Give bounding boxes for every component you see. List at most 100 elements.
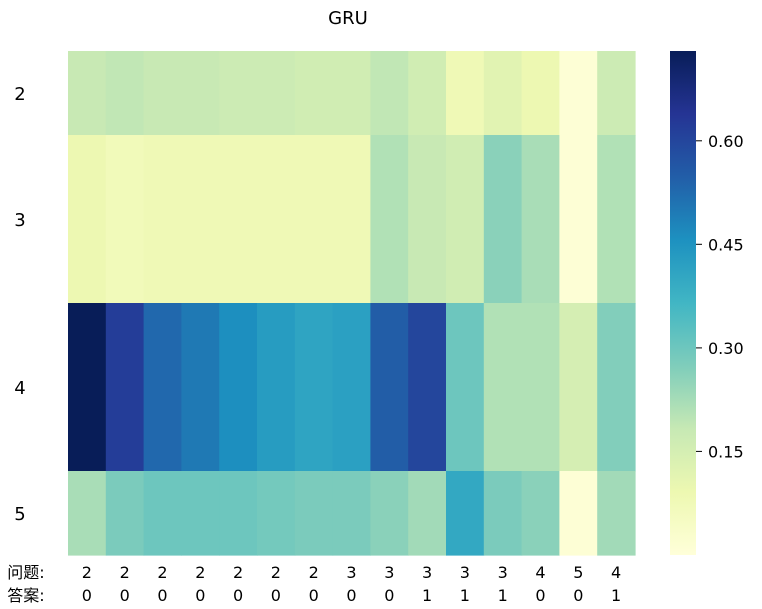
heatmap-cell bbox=[294, 303, 334, 472]
row-label: 4 bbox=[14, 378, 25, 399]
heatmap-cell bbox=[105, 471, 145, 556]
heatmap-cell bbox=[181, 471, 220, 556]
heatmap-cell bbox=[370, 135, 409, 304]
x-tick-answer: 0 bbox=[384, 586, 394, 605]
x-tick-answer: 1 bbox=[611, 586, 621, 605]
heatmap-cell bbox=[370, 303, 409, 472]
heatmap-cell bbox=[257, 135, 296, 304]
heatmap-cell bbox=[446, 471, 485, 556]
x-tick-question: 2 bbox=[120, 563, 130, 582]
heatmap-cell bbox=[294, 135, 334, 304]
x-tick-answer: 0 bbox=[233, 586, 243, 605]
heatmap-cell bbox=[559, 135, 598, 304]
heatmap-cell bbox=[408, 471, 447, 556]
heatmap-cell bbox=[446, 51, 485, 136]
x-tick-question: 3 bbox=[384, 563, 394, 582]
heatmap-cell bbox=[143, 303, 182, 472]
x-tick-question: 2 bbox=[195, 563, 205, 582]
x-tick-question: 2 bbox=[157, 563, 167, 582]
x-tick-question: 2 bbox=[233, 563, 243, 582]
heatmap-cell bbox=[332, 303, 371, 472]
x-tick-answer: 0 bbox=[346, 586, 356, 605]
heatmap-cell bbox=[521, 51, 560, 136]
colorbar-tick-label: 0.30 bbox=[708, 339, 744, 358]
x-tick-question: 3 bbox=[460, 563, 470, 582]
heatmap-cell bbox=[105, 303, 145, 472]
heatmap-cell bbox=[219, 51, 258, 136]
heatmap-cells bbox=[68, 51, 636, 556]
heatmap-cell bbox=[559, 471, 598, 556]
heatmap-cell bbox=[521, 303, 560, 472]
chart-title: GRU bbox=[328, 8, 368, 29]
row-label: 3 bbox=[14, 210, 25, 231]
heatmap-cell bbox=[597, 135, 636, 304]
colorbar: 0.15 0.30 0.45 0.60 bbox=[670, 51, 744, 555]
heatmap-cell bbox=[408, 135, 447, 304]
heatmap-cell bbox=[219, 135, 258, 304]
heatmap-cell bbox=[257, 303, 296, 472]
heatmap-cell bbox=[483, 303, 523, 472]
heatmap-cell bbox=[446, 303, 485, 472]
heatmap-cell bbox=[181, 303, 220, 472]
heatmap-cell bbox=[68, 303, 107, 472]
x-tick-answer: 0 bbox=[271, 586, 281, 605]
heatmap-cell bbox=[370, 51, 409, 136]
x-tick-question: 2 bbox=[82, 563, 92, 582]
heatmap-cell bbox=[105, 51, 145, 136]
heatmap-cell bbox=[559, 51, 598, 136]
heatmap-cell bbox=[181, 135, 220, 304]
heatmap-cell bbox=[219, 471, 258, 556]
heatmap-cell bbox=[143, 135, 182, 304]
heatmap-cell bbox=[408, 303, 447, 472]
x-tick-question: 3 bbox=[346, 563, 356, 582]
x-tick-question: 4 bbox=[535, 563, 545, 582]
heatmap-cell bbox=[68, 135, 107, 304]
heatmap-cell bbox=[257, 471, 296, 556]
heatmap-cell bbox=[105, 135, 145, 304]
x-tick-question: 2 bbox=[271, 563, 281, 582]
x-tick-answer: 0 bbox=[535, 586, 545, 605]
heatmap-cell bbox=[332, 135, 371, 304]
heatmap-cell bbox=[332, 51, 371, 136]
colorbar-gradient bbox=[670, 51, 696, 555]
heatmap-cell bbox=[219, 303, 258, 472]
x-tick-answer: 1 bbox=[422, 586, 432, 605]
x-tick-answer: 1 bbox=[460, 586, 470, 605]
heatmap-cell bbox=[521, 135, 560, 304]
x-axis-labels: 问题: 答案: 2 0 2 0 2 0 2 0 2 0 2 0 2 0 3 0 3 0 3 1 3 1 3 1 4 0 5 0 4 1 bbox=[7, 563, 621, 605]
heatmap-cell bbox=[446, 135, 485, 304]
heatmap-cell bbox=[294, 471, 334, 556]
x-tick-answer: 0 bbox=[157, 586, 167, 605]
x-tick-question: 3 bbox=[498, 563, 508, 582]
x-tick-answer: 0 bbox=[309, 586, 319, 605]
heatmap-cell bbox=[370, 471, 409, 556]
x-tick-answer: 1 bbox=[498, 586, 508, 605]
row-label: 2 bbox=[14, 84, 25, 105]
colorbar-tick-label: 0.15 bbox=[708, 442, 744, 461]
heatmap-cell bbox=[408, 51, 447, 136]
x-tick-answer: 0 bbox=[82, 586, 92, 605]
heatmap-cell bbox=[597, 51, 636, 136]
heatmap-cell bbox=[68, 51, 107, 136]
heatmap-cell bbox=[483, 51, 523, 136]
colorbar-tick-label: 0.45 bbox=[708, 235, 744, 254]
heatmap-cell bbox=[597, 471, 636, 556]
x-tick-question: 4 bbox=[611, 563, 621, 582]
heatmap-cell bbox=[521, 471, 560, 556]
x-axis-answer-label: 答案: bbox=[7, 586, 44, 605]
x-tick-question: 5 bbox=[573, 563, 583, 582]
heatmap-cell bbox=[597, 303, 636, 472]
row-label: 5 bbox=[14, 504, 25, 525]
heatmap-cell bbox=[483, 471, 523, 556]
heatmap-cell bbox=[181, 51, 220, 136]
heatmap-cell bbox=[143, 471, 182, 556]
heatmap-cell bbox=[332, 471, 371, 556]
heatmap-cell bbox=[483, 135, 523, 304]
heatmap-cell bbox=[257, 51, 296, 136]
x-tick-answer: 0 bbox=[573, 586, 583, 605]
heatmap-cell bbox=[294, 51, 334, 136]
row-labels: 2 3 4 5 bbox=[14, 84, 25, 525]
heatmap-cell bbox=[143, 51, 182, 136]
x-tick-question: 2 bbox=[309, 563, 319, 582]
